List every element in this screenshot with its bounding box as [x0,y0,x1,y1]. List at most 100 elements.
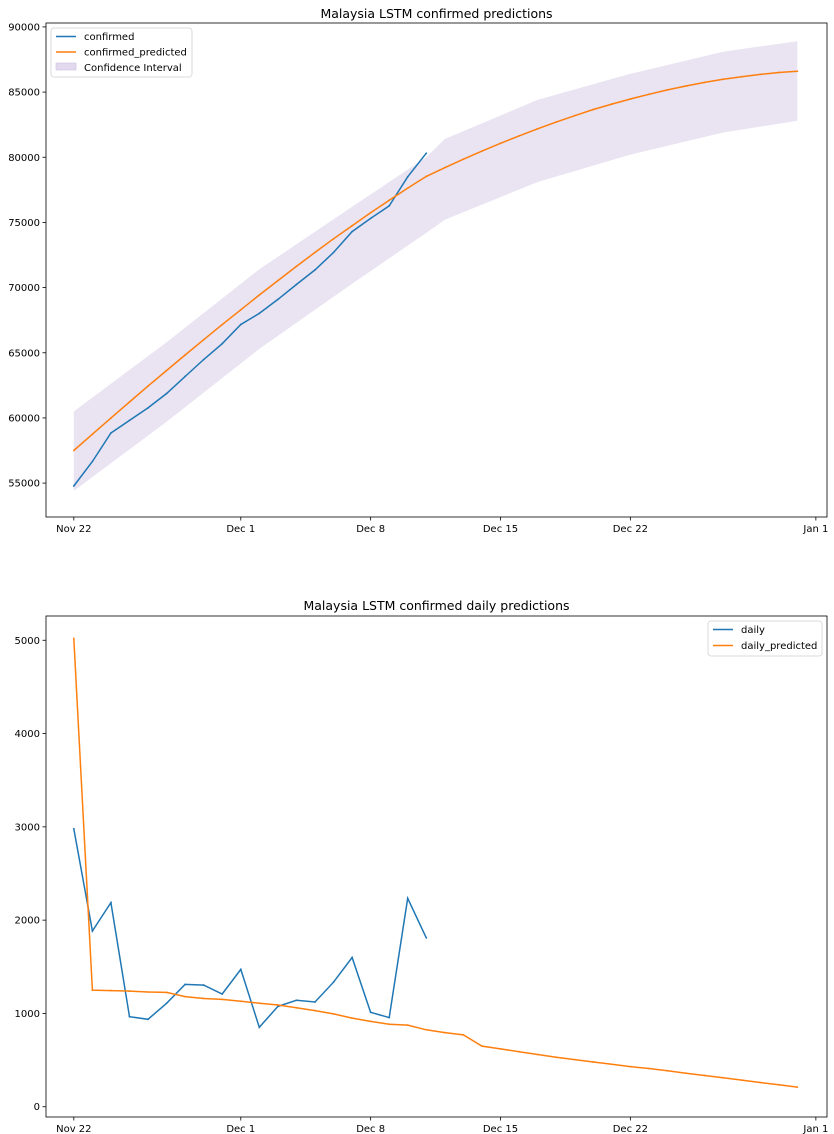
y-tick-label: 0 [34,1102,40,1113]
daily-point [332,981,335,984]
confirmed-predicted-point [128,401,131,403]
confirmed-predicted-point [110,417,112,419]
confirmed-predicted-point [295,265,298,268]
confirmed-predicted-point [276,279,279,282]
confirmed-predicted-point [499,142,502,145]
x-tick-label: Nov 22 [56,1124,91,1134]
confirmed-predicted-point [72,449,75,452]
confirmed-predicted-point [165,369,168,372]
daily-point [406,897,409,900]
daily-point [72,827,75,830]
confirmed-predicted-point [406,187,409,190]
confirmed-predicted-point [91,433,94,436]
daily-predicted-point [443,1031,446,1034]
confirmed-point [276,298,279,301]
legend-daily-label: daily [741,625,765,636]
x-tick-label: Dec 8 [356,1124,385,1134]
daily-predicted-point [759,1081,762,1084]
chart1-legend-box [50,27,193,78]
confirmed-predicted-point [536,127,539,130]
y-tick-label: 60000 [8,413,40,424]
daily-predicted-point [239,1000,242,1003]
daily-predicted-point [740,1079,743,1082]
confirmed-line [73,152,427,487]
confirmed-point [295,283,298,286]
daily-predicted-point [221,998,224,1001]
chart2-x-axis: Nov 22 Dec 1 Dec 8 Dec 15 Dec 22 Jan 1 [56,1117,828,1134]
confirmed-point [110,432,112,434]
daily-predicted-point [703,1074,706,1077]
daily-point [165,1002,168,1005]
confirmed-predicted-point [610,103,613,105]
daily-predicted-point [369,1020,372,1023]
confirmed-predicted-point [425,175,428,178]
daily-predicted-point [722,1076,725,1079]
daily-predicted-point [518,1050,520,1053]
confirmed-point [221,342,224,345]
confirmed-predicted-point [147,385,149,388]
y-tick-label: 65000 [8,348,40,359]
daily-predicted-point [536,1053,539,1056]
confirmed-predicted-point [258,294,261,296]
confirmed-point [388,205,391,207]
daily-predicted-point [295,1006,298,1009]
confirmed-predicted-point [629,98,632,100]
daily-predicted-point [796,1086,799,1089]
confirmed-point [425,152,428,155]
y-tick-label: 5000 [15,636,40,647]
daily-predicted-point [777,1083,780,1086]
chart1-legend: confirmed confirmed_predicted Confidence… [50,27,193,78]
daily-point [295,999,298,1002]
confirmed-point [184,375,187,378]
y-tick-label: 2000 [15,916,40,927]
confirmed-point [91,460,94,463]
confirmed-points [72,152,428,487]
daily-predicted-point [91,989,94,992]
daily-point [202,984,205,986]
daily-point [128,1015,131,1018]
y-tick-label: 90000 [8,22,40,33]
daily-predicted-point [685,1072,687,1075]
daily-point [258,1026,261,1029]
confirmed-point [258,312,261,315]
confirmed-predicted-line [73,70,798,452]
confirmed_predicted-points [72,70,799,452]
daily-predicted-point [110,989,112,992]
daily-point [369,1011,372,1014]
confirmed-point [332,251,335,254]
daily-predicted-point [351,1017,353,1020]
y-tick-label: 3000 [15,822,40,833]
chart2-legend: daily daily_predicted [707,620,823,657]
daily-predicted-line [73,638,798,1088]
x-tick-label: Dec 1 [226,1124,255,1134]
daily-point [147,1018,149,1021]
chart1-plot-frame [45,22,828,518]
daily-predicted-point [425,1028,428,1031]
confirmed-point [239,323,242,326]
confirmed-predicted-point [648,93,650,96]
x-tick-label: Dec 22 [613,524,648,535]
daily-predicted-point [610,1063,613,1066]
daily_predicted-points [72,637,799,1089]
daily-predicted-point [72,637,75,640]
x-tick-label: Jan 1 [802,1124,828,1134]
daily-point [184,983,187,986]
confirmed-predicted-point [443,166,446,169]
daily-predicted-point [147,991,149,993]
x-tick-label: Jan 1 [802,524,828,535]
daily-predicted-point [332,1013,335,1015]
daily-predicted-point [573,1058,576,1061]
confirmed-predicted-point [573,114,576,117]
confirmed-predicted-point [777,71,780,74]
daily-predicted-point [202,997,205,1000]
chart2-title: Malaysia LSTM confirmed daily prediction… [303,598,569,613]
daily-predicted-point [406,1024,409,1027]
confirmed-predicted-point [518,134,520,137]
y-tick-label: 4000 [15,729,40,740]
y-tick-label: 55000 [8,479,40,490]
daily-line [73,828,427,1029]
daily-predicted-point [462,1033,465,1036]
daily-predicted-point [629,1065,632,1068]
x-tick-label: Dec 15 [483,524,518,535]
